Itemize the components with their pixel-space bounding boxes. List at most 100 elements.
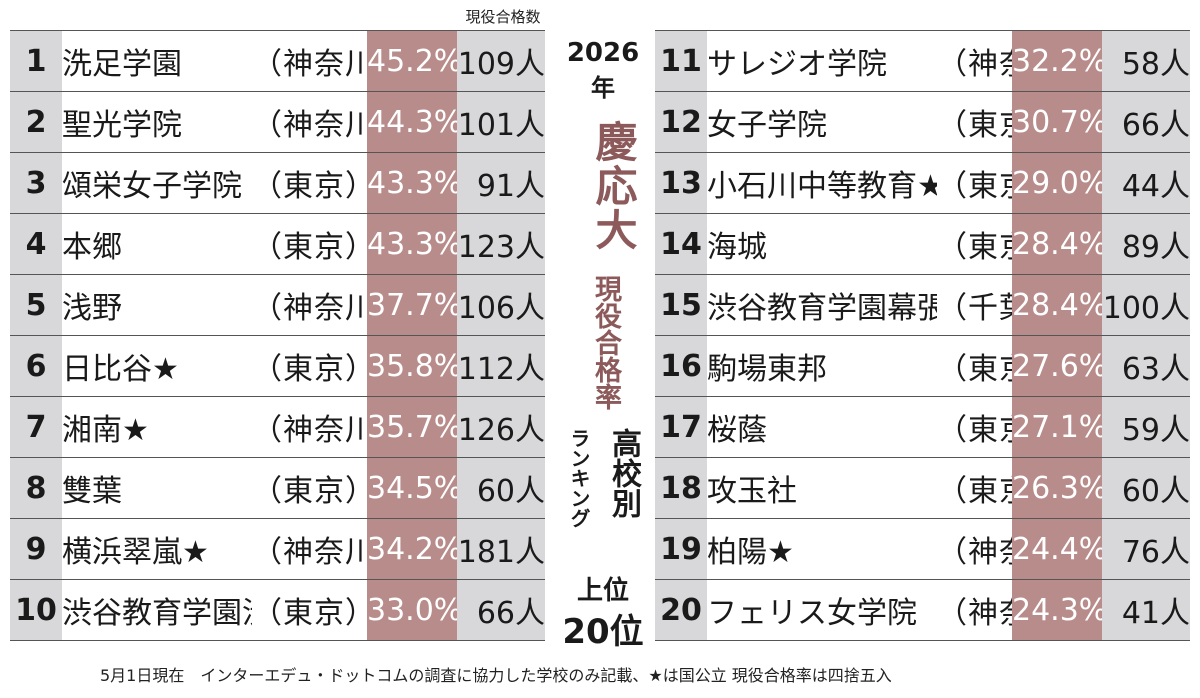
- pass-rate-cell: 27.6%: [1012, 335, 1102, 397]
- school-name-cell: 柏陽★: [707, 518, 937, 580]
- school-name-cell: 浅野: [62, 274, 252, 336]
- school-name-cell: 洗足学園: [62, 30, 252, 92]
- prefecture-cell: （神奈川）: [252, 518, 367, 580]
- table-row: 7湘南★（神奈川）35.7%126人: [10, 396, 545, 458]
- school-name-cell: 渋谷教育学園幕張: [707, 274, 937, 336]
- prefecture-cell: （東京）: [252, 335, 367, 397]
- school-name-cell: 横浜翠嵐★: [62, 518, 252, 580]
- ranking-table-right: 11サレジオ学院（神奈川）32.2%58人12女子学院（東京）30.7%66人1…: [655, 30, 1190, 641]
- school-name-cell: 雙葉: [62, 457, 252, 519]
- rank-cell: 5: [10, 274, 62, 336]
- pass-count-cell: 58人: [1102, 30, 1190, 92]
- table-row: 10渋谷教育学園渋谷（東京）33.0%66人: [10, 579, 545, 641]
- rank-cell: 17: [655, 396, 707, 458]
- pass-rate-cell: 34.5%: [367, 457, 457, 519]
- rank-cell: 4: [10, 213, 62, 275]
- pass-rate-cell: 45.2%: [367, 30, 457, 92]
- rank-cell: 13: [655, 152, 707, 214]
- rank-cell: 12: [655, 91, 707, 153]
- pass-rate-cell: 26.3%: [1012, 457, 1102, 519]
- school-name-cell: 湘南★: [62, 396, 252, 458]
- prefecture-cell: （東京）: [937, 152, 1012, 214]
- prefecture-cell: （東京）: [937, 91, 1012, 153]
- school-name-cell: サレジオ学院: [707, 30, 937, 92]
- title-subtitle: 現役合格率: [590, 275, 621, 410]
- school-name-cell: 海城: [707, 213, 937, 275]
- table-row: 6 日比谷★ （東京） 35.8% 112人: [10, 335, 545, 397]
- prefecture-cell: （神奈川）: [937, 579, 1012, 641]
- rank-cell: 20: [655, 579, 707, 641]
- pass-count-cell: 106人: [457, 274, 545, 336]
- school-name-cell: 本郷: [62, 213, 252, 275]
- pass-count-cell: 59人: [1102, 396, 1190, 458]
- pass-count-cell: 181人: [457, 518, 545, 580]
- rank-cell: 1: [10, 30, 62, 92]
- pass-rate-cell: 35.8%: [367, 335, 457, 397]
- pass-rate-cell: 28.4%: [1012, 213, 1102, 275]
- rank-cell: 8: [10, 457, 62, 519]
- title-year: 2026: [566, 38, 640, 68]
- title-university: 慶応大: [589, 120, 638, 252]
- column-header-passers: 現役合格数: [465, 8, 541, 26]
- footnote: 5月1日現在 インターエデュ・ドットコムの調査に協力した学校のみ記載、★は国公立…: [100, 666, 892, 685]
- pass-rate-cell: 37.7%: [367, 274, 457, 336]
- pass-rate-cell: 34.2%: [367, 518, 457, 580]
- pass-count-cell: 91人: [457, 152, 545, 214]
- pass-count-cell: 76人: [1102, 518, 1190, 580]
- pass-count-cell: 66人: [457, 579, 545, 641]
- school-name-cell: 聖光学院: [62, 91, 252, 153]
- school-name-cell: 頌栄女子学院: [62, 152, 252, 214]
- pass-rate-cell: 43.3%: [367, 152, 457, 214]
- pass-rate-cell: 24.4%: [1012, 518, 1102, 580]
- pass-count-cell: 63人: [1102, 335, 1190, 397]
- pass-rate-cell: 35.7%: [367, 396, 457, 458]
- title-joui: 上位: [576, 576, 629, 606]
- school-name-cell: 日比谷★: [62, 335, 252, 397]
- pass-rate-cell: 29.0%: [1012, 152, 1102, 214]
- ranking-table-left: 1洗足学園（神奈川）45.2%109人2聖光学院（神奈川）44.3%101人3頌…: [10, 30, 545, 641]
- prefecture-cell: （東京）: [252, 579, 367, 641]
- pass-count-cell: 66人: [1102, 91, 1190, 153]
- rank-cell: 3: [10, 152, 62, 214]
- pass-count-cell: 100人: [1102, 274, 1190, 336]
- rank-cell: 6: [10, 335, 62, 397]
- rank-cell: 11: [655, 30, 707, 92]
- pass-count-cell: 101人: [457, 91, 545, 153]
- prefecture-cell: （東京）: [937, 396, 1012, 458]
- rank-cell: 15: [655, 274, 707, 336]
- rank-cell: 14: [655, 213, 707, 275]
- pass-rate-cell: 24.3%: [1012, 579, 1102, 641]
- pass-rate-cell: 32.2%: [1012, 30, 1102, 92]
- pass-rate-cell: 44.3%: [367, 91, 457, 153]
- pass-count-cell: 123人: [457, 213, 545, 275]
- prefecture-cell: （神奈川）: [252, 274, 367, 336]
- rank-cell: 16: [655, 335, 707, 397]
- title-ranking: ランキング: [567, 428, 591, 528]
- pass-rate-cell: 28.4%: [1012, 274, 1102, 336]
- school-name-cell: 渋谷教育学園渋谷: [62, 579, 252, 641]
- pass-count-cell: 109人: [457, 30, 545, 92]
- table-row: 4 本郷 （東京） 43.3% 123人: [10, 213, 545, 275]
- rank-cell: 7: [10, 396, 62, 458]
- title-nen: 年: [591, 74, 615, 102]
- pass-count-cell: 44人: [1102, 152, 1190, 214]
- school-name-cell: フェリス女学院: [707, 579, 937, 641]
- prefecture-cell: （東京）: [252, 152, 367, 214]
- prefecture-cell: （神奈川）: [252, 30, 367, 92]
- prefecture-cell: （東京）: [252, 213, 367, 275]
- rank-cell: 9: [10, 518, 62, 580]
- table-row: 3 頌栄女子学院 （東京） 43.3% 91人: [10, 152, 545, 214]
- prefecture-cell: （東京）: [937, 213, 1012, 275]
- table-row: 8 雙葉 （東京） 34.5% 60人: [10, 457, 545, 519]
- prefecture-cell: （東京）: [937, 457, 1012, 519]
